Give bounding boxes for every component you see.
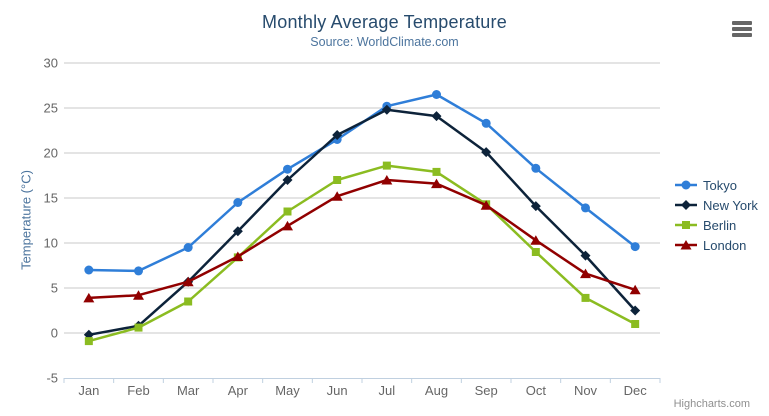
svg-text:Apr: Apr [228, 383, 249, 398]
y-axis-labels: -5 0 5 10 15 20 25 30 [44, 56, 58, 386]
svg-text:0: 0 [51, 326, 58, 341]
svg-text:15: 15 [44, 191, 58, 206]
hamburger-bar [732, 27, 752, 31]
series-london[interactable] [83, 175, 641, 303]
legend-item-new-york[interactable]: New York [674, 195, 758, 215]
credits-link[interactable]: Highcharts.com [673, 398, 750, 410]
svg-text:10: 10 [44, 236, 58, 251]
svg-text:Mar: Mar [177, 383, 200, 398]
legend-label: New York [703, 197, 758, 213]
svg-text:Jul: Jul [379, 383, 396, 398]
x-axis: Jan Feb Mar Apr May Jun Jul Aug Sep Oct Nov Dec [63, 378, 661, 398]
legend-label: Berlin [703, 217, 737, 233]
svg-text:-5: -5 [46, 371, 58, 386]
legend-label: London [703, 237, 747, 253]
svg-text:Sep: Sep [475, 383, 498, 398]
svg-text:Jun: Jun [327, 383, 348, 398]
svg-text:Jan: Jan [78, 383, 99, 398]
svg-text:5: 5 [51, 281, 58, 296]
legend-symbol-circle-icon [675, 180, 697, 190]
legend-symbol-triangle-icon [675, 240, 697, 250]
hamburger-bar [732, 33, 752, 37]
y-gridlines [64, 62, 660, 334]
y-axis-title: Temperature (°C) [18, 170, 34, 270]
legend-symbol-diamond-icon [675, 200, 697, 210]
hamburger-bar [732, 21, 752, 25]
legend-symbol-square-icon [675, 221, 697, 229]
legend-label: Tokyo [703, 177, 737, 193]
legend-item-london[interactable]: London [674, 235, 758, 255]
svg-text:Feb: Feb [127, 383, 149, 398]
svg-text:Nov: Nov [574, 383, 598, 398]
svg-text:Aug: Aug [425, 383, 448, 398]
chart-title: Monthly Average Temperature [262, 12, 507, 32]
svg-text:May: May [275, 383, 300, 398]
series-new-york[interactable] [83, 104, 641, 340]
svg-text:20: 20 [44, 146, 58, 161]
legend-item-berlin[interactable]: Berlin [674, 215, 758, 235]
hamburger-icon[interactable] [732, 21, 752, 37]
chart-subtitle: Source: WorldClimate.com [310, 35, 459, 49]
svg-text:30: 30 [44, 56, 58, 71]
legend-item-tokyo[interactable]: Tokyo [674, 175, 758, 195]
legend: Tokyo New York Berlin London [674, 175, 758, 255]
series-tokyo[interactable] [84, 90, 640, 276]
svg-text:25: 25 [44, 101, 58, 116]
svg-text:Oct: Oct [526, 383, 547, 398]
svg-text:Dec: Dec [624, 383, 648, 398]
